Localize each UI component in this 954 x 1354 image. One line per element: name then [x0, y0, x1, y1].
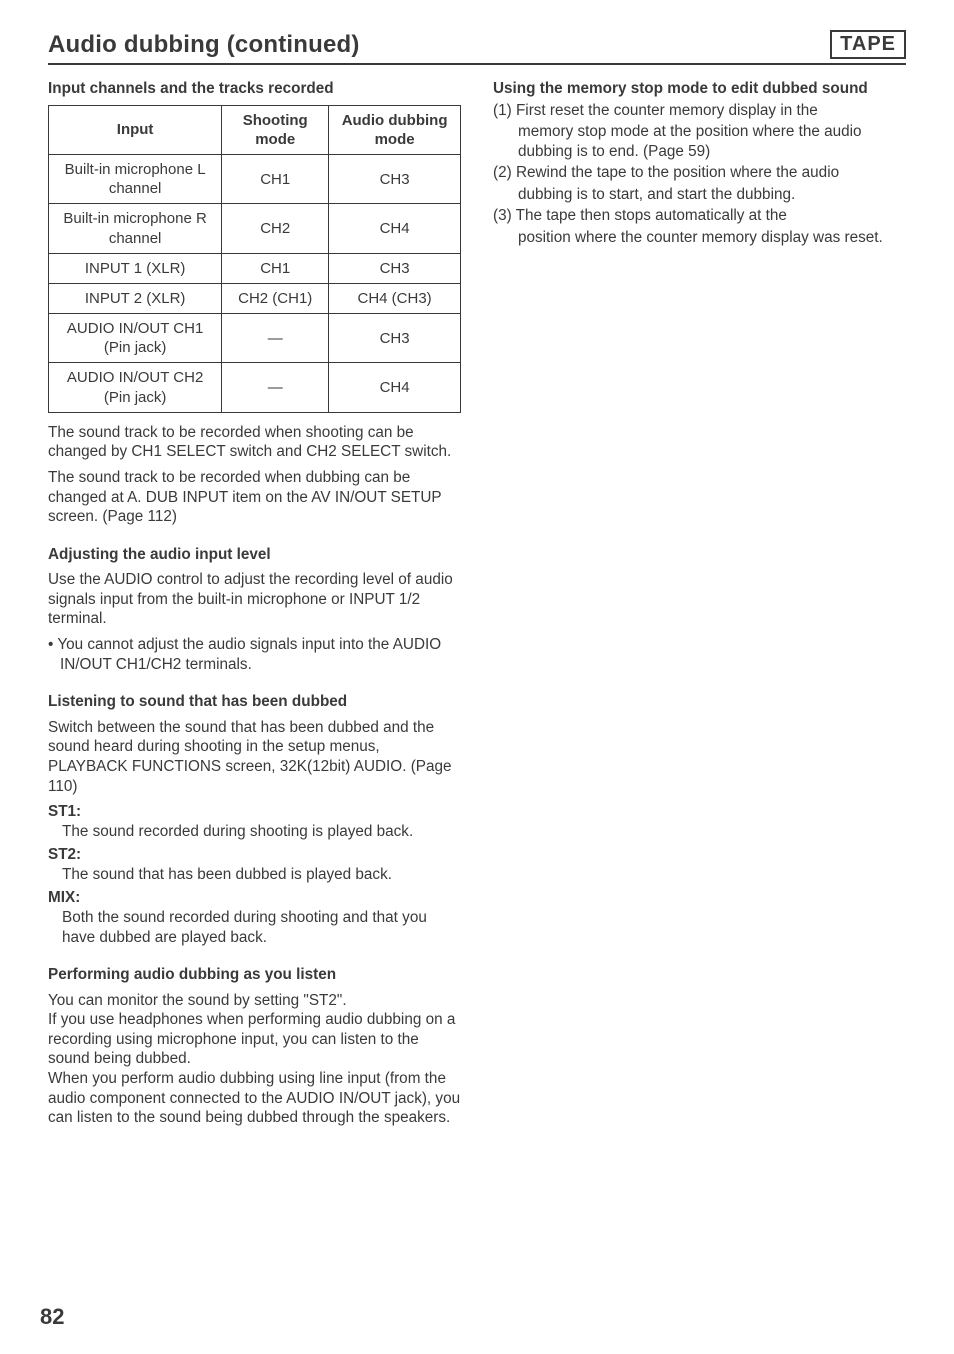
- cell: CH1: [222, 154, 329, 203]
- paragraph: The sound track to be recorded when shoo…: [48, 423, 461, 462]
- table-row: INPUT 2 (XLR) CH2 (CH1) CH4 (CH3): [49, 283, 461, 313]
- page-title: Audio dubbing (continued): [48, 31, 360, 59]
- heading-memory: Using the memory stop mode to edit dubbe…: [493, 79, 906, 99]
- step-3-line2: position where the counter memory displa…: [493, 228, 906, 248]
- table-row: AUDIO IN/OUT CH1 (Pin jack) — CH3: [49, 314, 461, 363]
- table-row: INPUT 1 (XLR) CH1 CH3: [49, 253, 461, 283]
- th-dubbing: Audio dubbing mode: [329, 105, 461, 154]
- cell: CH2 (CH1): [222, 283, 329, 313]
- heading-listen: Listening to sound that has been dubbed: [48, 692, 461, 712]
- cell: CH3: [329, 154, 461, 203]
- right-column: Using the memory stop mode to edit dubbe…: [493, 79, 906, 1134]
- tape-badge: TAPE: [830, 30, 906, 59]
- step-1-line2: memory stop mode at the position where t…: [493, 122, 906, 161]
- cell: CH4: [329, 363, 461, 412]
- def-body: Both the sound recorded during shooting …: [48, 908, 461, 947]
- cell: CH3: [329, 314, 461, 363]
- paragraph: You can monitor the sound by setting "ST…: [48, 991, 461, 1011]
- def-label: MIX:: [48, 888, 461, 908]
- step-2-line1: (2) Rewind the tape to the position wher…: [493, 163, 906, 183]
- table-row: Built-in microphone R channel CH2 CH4: [49, 204, 461, 253]
- def-body: The sound that has been dubbed is played…: [48, 865, 461, 885]
- paragraph: Use the AUDIO control to adjust the reco…: [48, 570, 461, 629]
- paragraph: Switch between the sound that has been d…: [48, 718, 461, 796]
- th-shooting: Shooting mode: [222, 105, 329, 154]
- heading-adjust: Adjusting the audio input level: [48, 545, 461, 565]
- title-rule: [48, 63, 906, 67]
- paragraph: The sound track to be recorded when dubb…: [48, 468, 461, 527]
- paragraph: When you perform audio dubbing using lin…: [48, 1069, 461, 1128]
- th-input: Input: [49, 105, 222, 154]
- cell: AUDIO IN/OUT CH1 (Pin jack): [49, 314, 222, 363]
- def-label: ST2:: [48, 845, 461, 865]
- cell: CH4: [329, 204, 461, 253]
- cell: CH1: [222, 253, 329, 283]
- table-caption: Input channels and the tracks recorded: [48, 79, 461, 99]
- step-3-line1: (3) The tape then stops automatically at…: [493, 206, 906, 226]
- cell: —: [222, 314, 329, 363]
- def-label: ST1:: [48, 802, 461, 822]
- heading-perform: Performing audio dubbing as you listen: [48, 965, 461, 985]
- cell: —: [222, 363, 329, 412]
- step-1-line1: (1) First reset the counter memory displ…: [493, 101, 906, 121]
- def-body: The sound recorded during shooting is pl…: [48, 822, 461, 842]
- def-st1: ST1: The sound recorded during shooting …: [48, 802, 461, 841]
- cell: CH4 (CH3): [329, 283, 461, 313]
- table-row: Built-in microphone L channel CH1 CH3: [49, 154, 461, 203]
- table-row: AUDIO IN/OUT CH2 (Pin jack) — CH4: [49, 363, 461, 412]
- cell: INPUT 2 (XLR): [49, 283, 222, 313]
- cell: CH3: [329, 253, 461, 283]
- bullet: • You cannot adjust the audio signals in…: [48, 635, 461, 674]
- def-mix: MIX: Both the sound recorded during shoo…: [48, 888, 461, 947]
- def-st2: ST2: The sound that has been dubbed is p…: [48, 845, 461, 884]
- cell: INPUT 1 (XLR): [49, 253, 222, 283]
- page-number: 82: [40, 1304, 64, 1330]
- tracks-table: Input Shooting mode Audio dubbing mode B…: [48, 105, 461, 413]
- cell: Built-in microphone R channel: [49, 204, 222, 253]
- step-2-line2: dubbing is to start, and start the dubbi…: [493, 185, 906, 205]
- cell: Built-in microphone L channel: [49, 154, 222, 203]
- paragraph: If you use headphones when performing au…: [48, 1010, 461, 1069]
- left-column: Input channels and the tracks recorded I…: [48, 79, 461, 1134]
- cell: AUDIO IN/OUT CH2 (Pin jack): [49, 363, 222, 412]
- cell: CH2: [222, 204, 329, 253]
